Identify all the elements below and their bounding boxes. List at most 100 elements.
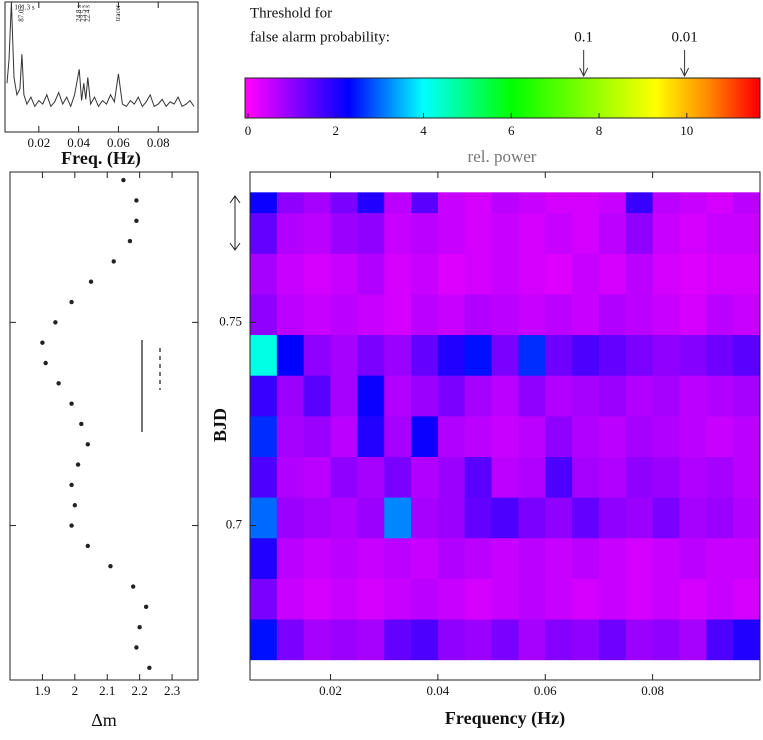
heatmap-cell	[491, 334, 519, 376]
heatmap-cell	[518, 253, 546, 295]
heatmap-cell	[598, 456, 627, 498]
heatmap-cell	[384, 192, 412, 214]
heatmap-cell	[250, 192, 278, 214]
data-point	[85, 543, 90, 549]
heatmap-cell	[437, 375, 466, 417]
heatmap-cell	[464, 375, 493, 417]
heatmap-cell	[625, 293, 654, 336]
heatmap-cell	[303, 253, 332, 295]
threshold-arrow	[680, 50, 690, 78]
heatmap-cell	[598, 334, 627, 376]
data-point	[137, 624, 142, 630]
heatmap-cell	[250, 375, 278, 417]
data-point	[143, 604, 149, 610]
heatmap-cell	[276, 293, 305, 336]
heatmap-cell	[706, 619, 734, 661]
heatmap-cell	[357, 293, 385, 336]
heatmap-cell	[706, 456, 734, 498]
data-point	[130, 584, 136, 589]
heatmap-cell	[625, 375, 654, 417]
heatmap-cell	[464, 497, 493, 539]
x-tick-label: 0.08	[641, 683, 664, 698]
heatmap-cell	[733, 212, 760, 254]
heatmap-cell	[518, 578, 546, 620]
threshold-label: 0.1	[574, 29, 593, 45]
heatmap-cell	[330, 619, 358, 661]
periodogram-frame	[4, 1, 199, 133]
heatmap-cell	[464, 212, 493, 254]
heatmap-cell	[330, 456, 358, 498]
heatmap-cell	[572, 212, 600, 254]
heatmap-cell	[384, 578, 412, 620]
heatmap-cell	[652, 415, 680, 457]
heatmap-cell	[706, 192, 734, 214]
heatmap-cell	[357, 212, 385, 254]
x-tick-label: 2.3	[164, 683, 180, 698]
heatmap-cell	[733, 192, 760, 214]
colorbar-tick-label: 8	[596, 123, 603, 138]
heatmap-cell	[303, 212, 332, 254]
data-point	[134, 218, 139, 223]
heatmap-cell	[598, 375, 627, 417]
heatmap-cell	[706, 212, 734, 254]
x-tick-label: 0.04	[67, 135, 90, 150]
heatmap-cell	[250, 456, 278, 498]
heatmap-cell	[276, 619, 305, 661]
heatmap-cell	[572, 456, 600, 498]
heatmap-cell	[276, 497, 305, 539]
heatmap-cell	[572, 619, 600, 661]
colorbar-label: rel. power	[468, 147, 537, 166]
heatmap-cell	[518, 619, 546, 661]
heatmap-cell	[679, 537, 707, 579]
heatmap-cell	[706, 497, 734, 539]
heatmap-cell	[545, 253, 573, 295]
heatmap-cell	[545, 497, 573, 539]
heatmap-cell	[384, 334, 412, 376]
heatmap-cell	[330, 497, 358, 539]
heatmap-cell	[357, 619, 385, 661]
heatmap-cell	[303, 497, 332, 539]
heatmap-cell	[411, 415, 439, 457]
heatmap-cell	[357, 578, 385, 620]
heatmap-cell	[276, 415, 305, 457]
colorbar-title: Threshold for	[250, 5, 332, 21]
data-point	[88, 279, 94, 284]
heatmap-cell	[733, 578, 760, 620]
heatmap-cell	[437, 415, 466, 457]
heatmap-cell	[733, 415, 760, 457]
data-point	[43, 360, 48, 366]
heatmap-cell	[733, 537, 760, 579]
heatmap-cell	[491, 192, 519, 214]
heatmap-cell	[250, 212, 278, 254]
periodogram-line	[6, 1, 195, 108]
heatmap-cell	[679, 415, 707, 457]
heatmap-cell	[411, 619, 439, 661]
heatmap-cell	[598, 578, 627, 620]
heatmap-cell	[357, 497, 385, 539]
heatmap-cell	[652, 192, 680, 214]
heatmap-cell	[330, 293, 358, 336]
data-point	[134, 645, 139, 650]
heatmap-cell	[733, 456, 760, 498]
heatmap-cell	[625, 334, 654, 376]
heatmap-cell	[679, 578, 707, 620]
heatmap-cell	[276, 192, 305, 214]
heatmap-cell	[706, 578, 734, 620]
data-point	[75, 462, 81, 467]
heatmap-cell	[464, 537, 493, 579]
peak-label: tracer	[114, 4, 122, 21]
heatmap-cell	[250, 537, 278, 579]
peak-label: 24.8 s	[75, 5, 83, 22]
heatmap-cell	[652, 619, 680, 661]
heatmap-cell	[357, 537, 385, 579]
heatmap-cell	[357, 334, 385, 376]
heatmap-cell	[733, 619, 760, 661]
heatmap-cell	[706, 375, 734, 417]
heatmap-cell	[384, 212, 412, 254]
heatmap-cell	[518, 415, 546, 457]
heatmap-cell	[250, 334, 278, 376]
heatmap-cell	[437, 192, 466, 214]
heatmap-cell	[276, 578, 305, 620]
heatmap-cell	[518, 375, 546, 417]
heatmap-cell	[303, 293, 332, 336]
